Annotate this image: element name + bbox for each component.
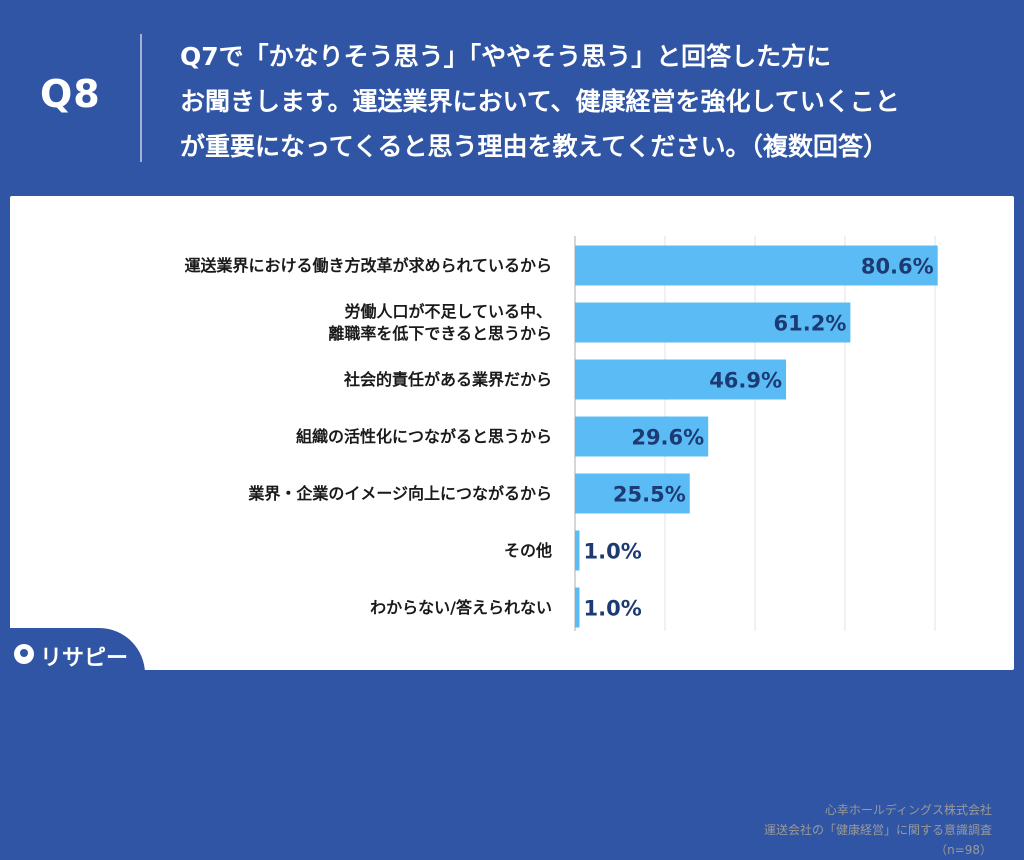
risapy-logo: リサピー	[0, 628, 145, 677]
question-line: が重要になってくると思う理由を教えてください。（複数回答）	[180, 132, 889, 161]
pin-icon	[14, 644, 34, 664]
question-number: Q8	[40, 72, 101, 116]
bar	[575, 245, 938, 286]
bar-chart: 80.6% 61.2% 46.9% 29.6% 25.5% 1.0% 1.0%	[574, 236, 938, 631]
header-divider	[140, 34, 142, 162]
category-label: わからない/答えられない	[72, 597, 552, 619]
category-label-line: その他	[503, 540, 552, 560]
bar	[575, 416, 709, 457]
value-label: 46.9%	[709, 369, 782, 393]
category-label-line: 業界・企業のイメージ向上につながるから	[248, 483, 552, 503]
value-label: 80.6%	[861, 255, 934, 279]
category-label: 組織の活性化につながると思うから	[72, 426, 552, 448]
source-sample: （n=98）	[935, 843, 992, 857]
category-label: 業界・企業のイメージ向上につながるから	[72, 483, 552, 505]
category-label-line: 運送業界における働き方改革が求められているから	[184, 255, 552, 275]
source-note: 心幸ホールディングス株式会社 運送会社の「健康経営」に関する意識調査 （n=98…	[764, 800, 992, 860]
question-line: お聞きします。運送業界において、健康経営を強化していくこと	[180, 87, 900, 116]
question-line: Q7で「かなりそう思う」「ややそう思う」と回答した方に	[180, 42, 832, 71]
category-label: 労働人口が不足している中、 離職率を低下できると思うから	[72, 301, 552, 345]
category-label-line: わからない/答えられない	[370, 597, 552, 617]
bar	[575, 473, 690, 514]
header: Q8 Q7で「かなりそう思う」「ややそう思う」と回答した方に お聞きします。運送…	[0, 0, 1024, 196]
bar	[575, 359, 787, 400]
category-label-line: 社会的責任がある業界だから	[343, 369, 552, 389]
logo-text: リサピー	[40, 646, 129, 671]
source-survey: 運送会社の「健康経営」に関する意識調査	[763, 823, 992, 837]
category-label-line: 組織の活性化につながると思うから	[295, 426, 552, 446]
category-label: その他	[72, 540, 552, 562]
category-label-line: 労働人口が不足している中、	[344, 301, 552, 321]
value-label: 25.5%	[613, 483, 686, 507]
chart-panel: 80.6% 61.2% 46.9% 29.6% 25.5% 1.0% 1.0% 運送業界にお…	[10, 196, 1014, 857]
bar	[575, 587, 580, 628]
category-label-line: 離職率を低下できると思うから	[328, 323, 552, 343]
value-label: 61.2%	[774, 312, 847, 336]
value-label: 1.0%	[584, 597, 642, 621]
value-label: 29.6%	[631, 426, 704, 450]
bar	[575, 530, 580, 571]
category-label: 運送業界における働き方改革が求められているから	[72, 255, 552, 277]
value-label: 1.0%	[584, 540, 642, 564]
question-text: Q7で「かなりそう思う」「ややそう思う」と回答した方に お聞きします。運送業界に…	[180, 34, 1000, 169]
source-company: 心幸ホールディングス株式会社	[824, 803, 992, 817]
category-label: 社会的責任がある業界だから	[72, 369, 552, 391]
bar	[575, 302, 851, 343]
